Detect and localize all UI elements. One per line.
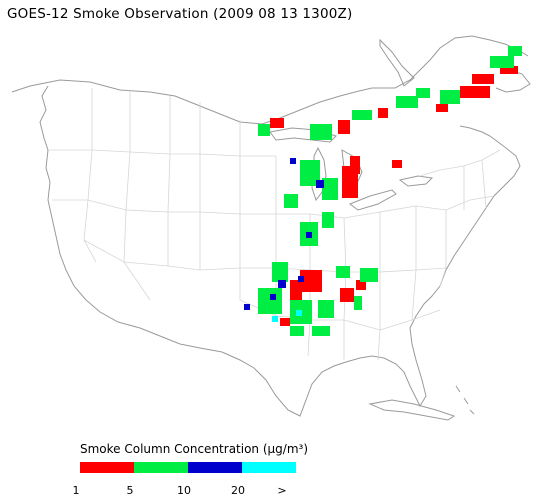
legend-swatch-4 — [242, 462, 296, 473]
legend-tick-end: > — [277, 484, 287, 497]
smoke-green — [258, 46, 522, 336]
legend-swatch-1 — [80, 462, 134, 473]
bahamas — [455, 385, 475, 415]
legend-title: Smoke Column Concentration (µg/m³) — [80, 442, 308, 456]
smoke-map — [11, 35, 531, 421]
us-outline — [43, 125, 521, 417]
lake-superior — [269, 127, 337, 143]
lake-ontario — [398, 175, 434, 187]
legend-ticks: 1 5 10 20 > — [0, 484, 540, 500]
canada-coast — [11, 35, 529, 125]
legend-colorbar — [80, 462, 296, 473]
smoke-cyan — [272, 310, 302, 322]
legend-tick-4: 20 — [231, 484, 245, 497]
west-coast-north — [39, 85, 49, 139]
legend-swatch-3 — [188, 462, 242, 473]
lake-erie — [348, 189, 397, 211]
legend-tick-3: 10 — [177, 484, 191, 497]
legend-swatch-2 — [134, 462, 188, 473]
cuba — [368, 399, 456, 421]
legend-tick-1: 1 — [72, 484, 80, 497]
smoke-red — [270, 66, 518, 326]
smoke-blue — [244, 158, 324, 310]
hudson-coast — [379, 38, 415, 87]
legend-tick-2: 5 — [126, 484, 134, 497]
map-title: GOES-12 Smoke Observation (2009 08 13 13… — [7, 6, 353, 22]
state-borders — [48, 88, 501, 361]
